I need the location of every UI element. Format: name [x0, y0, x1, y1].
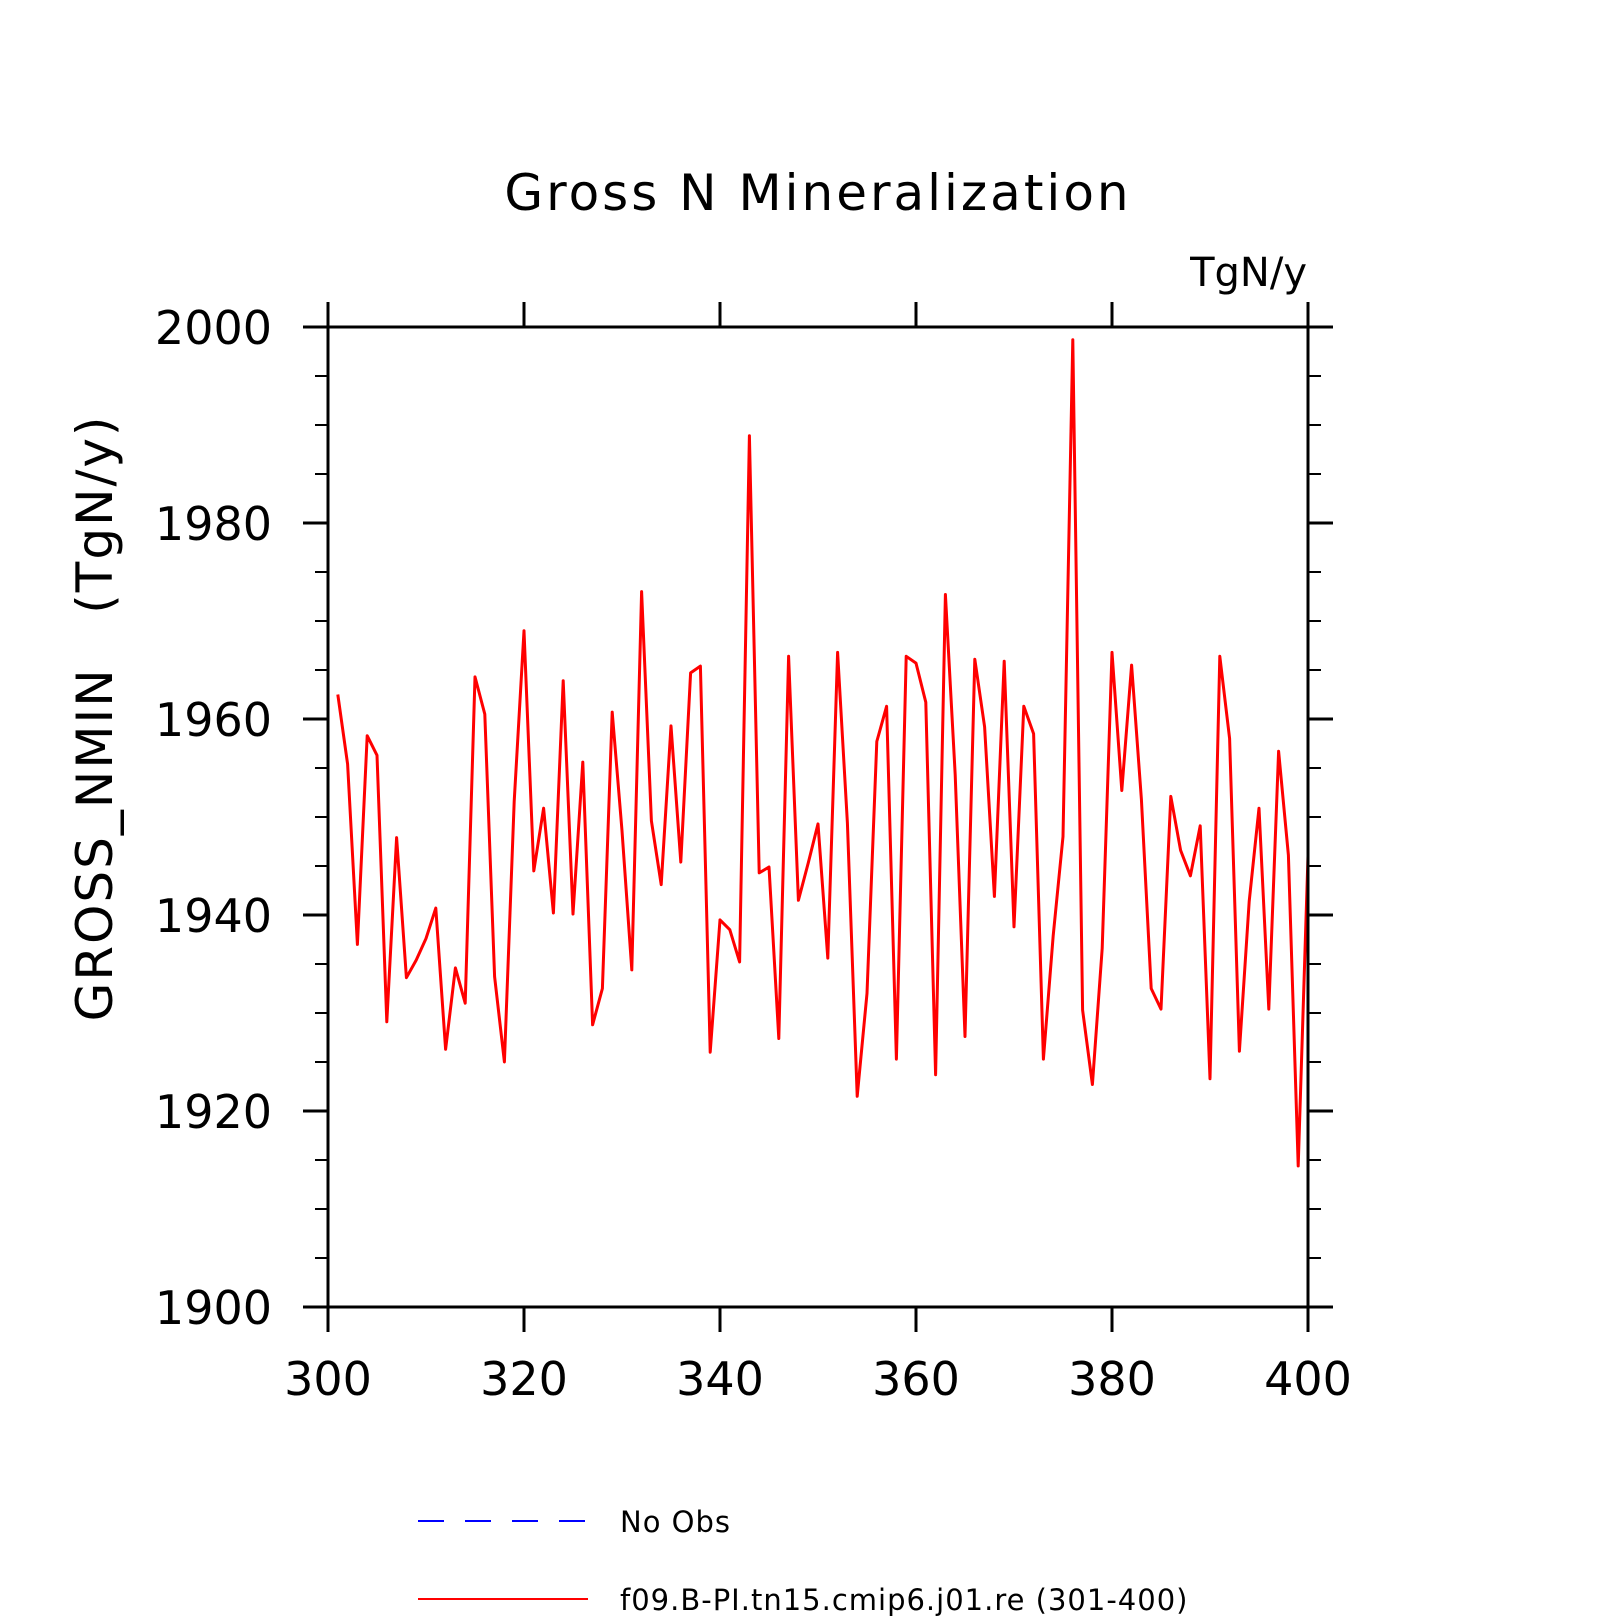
series-line — [336, 338, 1310, 1168]
x-tick-label: 400 — [1264, 1352, 1352, 1406]
y-tick-label: 1940 — [155, 889, 272, 943]
y-axis-label: GROSS_NMIN (TgN/y) — [66, 415, 124, 1022]
axis-ticks — [303, 302, 1333, 1332]
x-tick-label: 380 — [1068, 1352, 1156, 1406]
x-tick-label: 340 — [676, 1352, 764, 1406]
y-tick-label: 1900 — [155, 1281, 272, 1335]
legend: No Obs f09.B-PI.tn15.cmip6.j01.re (301-4… — [418, 1505, 1188, 1617]
chart-title: Gross N Mineralization — [504, 164, 1131, 222]
units-label: TgN/y — [1189, 250, 1307, 296]
series-layer — [336, 338, 1310, 1168]
legend-label-no-obs: No Obs — [620, 1505, 731, 1539]
plot-frame — [326, 325, 1310, 1309]
x-tick-label: 320 — [480, 1352, 568, 1406]
x-tick-label: 300 — [284, 1352, 372, 1406]
y-tick-label: 1920 — [155, 1085, 272, 1139]
x-tick-label: 360 — [872, 1352, 960, 1406]
y-tick-label: 1960 — [155, 693, 272, 747]
y-tick-label: 2000 — [155, 301, 272, 355]
legend-label-model: f09.B-PI.tn15.cmip6.j01.re (301-400) — [620, 1583, 1188, 1617]
y-tick-label: 1980 — [155, 497, 272, 551]
tick-labels: 300 320 340 360 380 400 1900 1920 1940 1960 1980 20… — [155, 301, 1352, 1406]
